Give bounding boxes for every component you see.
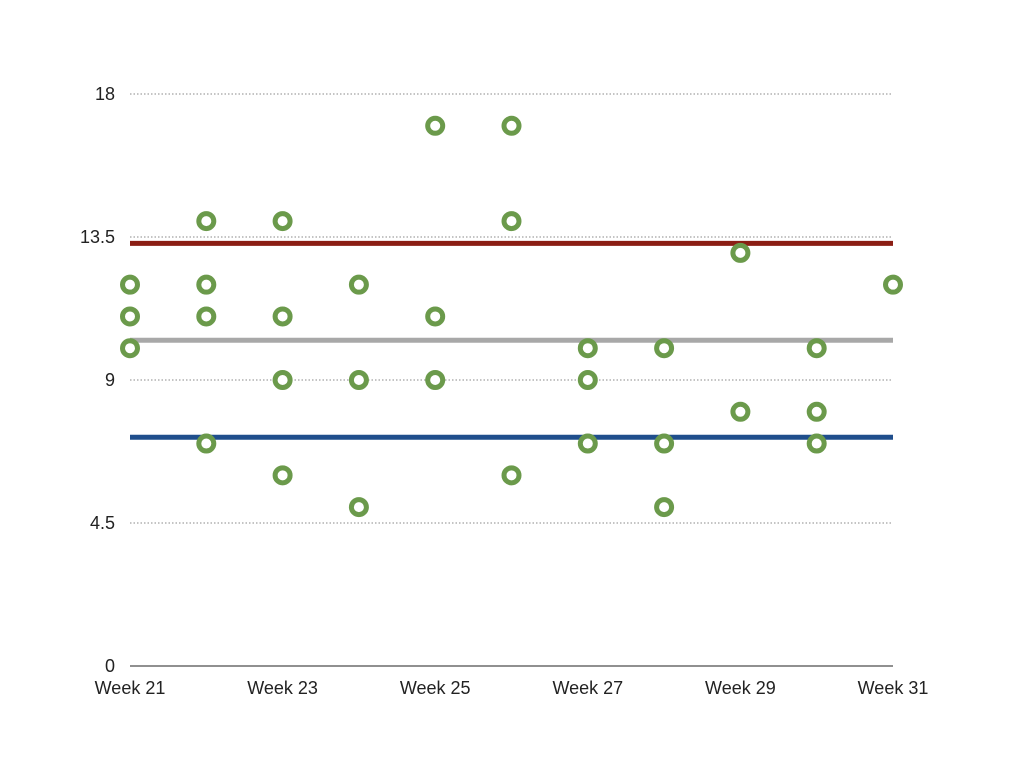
data-point <box>348 370 369 390</box>
data-point <box>196 306 217 327</box>
y-tick-label: 4.5 <box>90 513 115 533</box>
data-point <box>196 433 217 454</box>
data-point <box>348 274 369 295</box>
data-point <box>425 115 446 136</box>
x-tick-label: Week 21 <box>95 678 166 698</box>
x-tick-label: Week 27 <box>552 678 623 698</box>
data-point <box>501 115 522 136</box>
data-points <box>120 115 903 518</box>
x-tick-label: Week 23 <box>247 678 318 698</box>
data-point <box>425 306 446 327</box>
data-point <box>654 497 675 518</box>
data-point <box>501 211 522 232</box>
x-tick-label: Week 31 <box>858 678 929 698</box>
data-point <box>730 401 751 422</box>
data-point <box>425 370 446 390</box>
data-point <box>577 433 598 454</box>
data-point <box>120 338 140 359</box>
data-point <box>348 497 369 518</box>
tick-labels: 0 4.5 9 13.5 18 Week 21 Week 23 Week 25 Week 27 W… <box>80 84 928 698</box>
data-point <box>272 211 293 232</box>
y-tick-label: 0 <box>105 656 115 676</box>
reference-lines <box>130 240 893 440</box>
grid-lines <box>130 93 893 524</box>
data-point <box>806 433 827 454</box>
data-point <box>272 370 293 390</box>
data-point <box>654 433 675 454</box>
data-point <box>272 306 293 327</box>
data-point <box>577 338 598 359</box>
data-point <box>806 401 827 422</box>
data-point <box>196 274 217 295</box>
data-point <box>654 338 675 359</box>
x-tick-label: Week 25 <box>400 678 471 698</box>
x-tick-label: Week 29 <box>705 678 776 698</box>
y-tick-label: 9 <box>105 370 115 390</box>
y-tick-label: 18 <box>95 84 115 104</box>
data-point <box>577 370 598 390</box>
data-point <box>272 465 293 486</box>
data-point <box>806 338 827 359</box>
data-point <box>120 274 140 295</box>
data-point <box>196 211 217 232</box>
y-tick-label: 13.5 <box>80 227 115 247</box>
data-point <box>730 242 751 263</box>
data-point <box>501 465 522 486</box>
data-point <box>883 274 903 295</box>
data-point <box>120 306 140 327</box>
